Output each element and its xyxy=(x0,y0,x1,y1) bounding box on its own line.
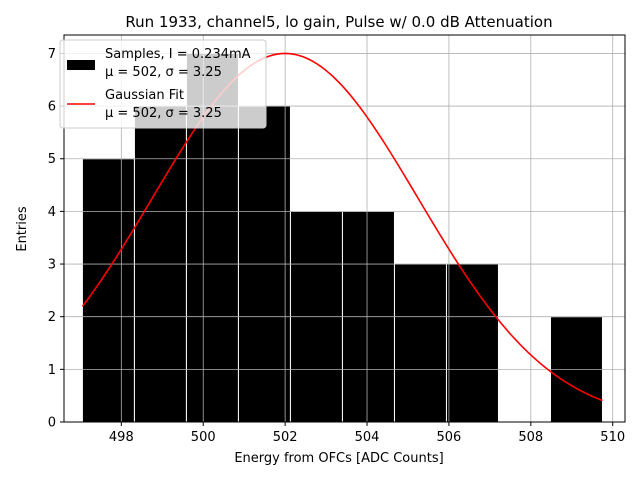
legend-samples-swatch xyxy=(67,60,95,70)
x-tick-label: 510 xyxy=(600,430,625,445)
y-tick-label: 1 xyxy=(48,363,56,378)
gaussian-fit-line xyxy=(81,52,603,402)
x-tick-label: 506 xyxy=(437,430,462,445)
y-tick-label: 3 xyxy=(48,258,56,273)
x-axis-ticks: 498 500 502 504 506 508 510 xyxy=(109,422,625,445)
histogram-bar xyxy=(81,158,135,423)
legend-samples-label: Samples, I = 0.234mA xyxy=(105,47,251,62)
chart-title: Run 1933, channel5, lo gain, Pulse w/ 0.… xyxy=(125,13,552,31)
y-tick-label: 0 xyxy=(48,416,56,431)
histogram-bar xyxy=(445,263,499,423)
x-tick-label: 504 xyxy=(355,430,380,445)
plot-frame xyxy=(63,34,626,423)
legend-samples-stats: μ = 502, σ = 3.25 xyxy=(105,65,222,80)
y-tick-label: 4 xyxy=(48,205,56,220)
y-axis-label: Entries xyxy=(15,206,30,252)
legend: Samples, I = 0.234mA μ = 502, σ = 3.25 G… xyxy=(59,39,267,129)
y-axis-ticks: 0 1 2 3 4 5 6 7 xyxy=(48,47,64,431)
legend-box xyxy=(59,39,267,129)
x-tick-label: 508 xyxy=(518,430,543,445)
legend-fit-stats: μ = 502, σ = 3.25 xyxy=(105,106,222,121)
x-tick-label: 498 xyxy=(109,430,134,445)
x-tick-label: 502 xyxy=(273,430,298,445)
y-tick-label: 6 xyxy=(48,100,56,115)
legend-fit-label: Gaussian Fit xyxy=(105,88,184,103)
y-tick-label: 5 xyxy=(48,152,56,167)
x-tick-label: 500 xyxy=(191,430,216,445)
y-tick-label: 2 xyxy=(48,310,56,325)
histogram-bar xyxy=(393,263,447,423)
y-tick-label: 7 xyxy=(48,47,56,62)
x-axis-label: Energy from OFCs [ADC Counts] xyxy=(234,451,443,466)
